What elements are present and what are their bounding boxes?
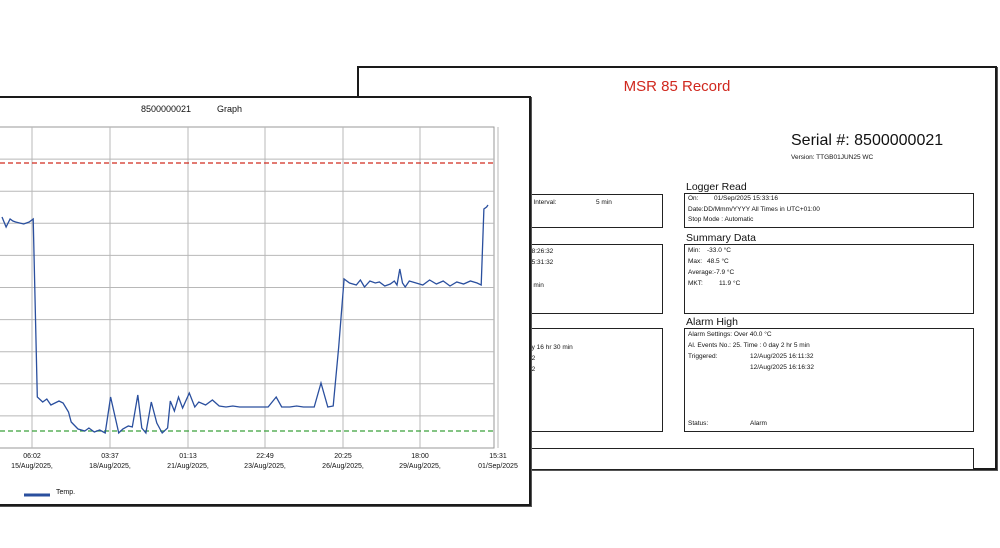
x-tick-date-label: 01/Sep/2025: [478, 463, 518, 470]
temp-series-line: [1, 204, 489, 435]
x-tick-date-label: 26/Aug/2025,: [322, 463, 364, 470]
alarm-settings-line: Alarm Settings: Over 40.0 °C: [688, 331, 772, 338]
graph-sheet: 8500000021 Graph 06:02 15/Aug/2025, 03:37 1…: [0, 96, 531, 506]
min-label: Min:: [688, 247, 701, 254]
average-line: Average:-7.9 °C: [688, 269, 735, 276]
left-summary-line: 15:31:32: [528, 259, 554, 266]
date-format-line: Date:DD/Mmm/YYYY All Times in UTC+01:00: [688, 206, 820, 213]
summary-data-box: Min: -33.0 °C Max: 48.5 °C Average:-7.9 …: [684, 244, 974, 314]
triggered-label: Triggered:: [688, 353, 718, 360]
status-value: Alarm: [750, 420, 767, 427]
mkt-label: MKT:: [688, 280, 703, 287]
legend-label: Temp.: [56, 489, 75, 496]
mkt-value: 11.9 °C: [719, 280, 741, 287]
left-alarm-line: 32: [528, 355, 536, 362]
x-tick-time-label: 01:13: [179, 453, 197, 460]
left-summary-line: 0 min: [528, 282, 544, 289]
status-label: Status:: [688, 420, 709, 427]
max-label: Max:: [688, 258, 703, 265]
x-tick-time-label: 20:25: [334, 453, 352, 460]
x-tick-time-label: 06:02: [23, 453, 41, 460]
version-text: Version: TTGB01JUN25 WC: [791, 154, 874, 161]
triggered-time-2: 12/Aug/2025 16:16:32: [750, 364, 814, 371]
serial-number: Serial #: 8500000021: [791, 132, 943, 150]
triggered-time-1: 12/Aug/2025 16:11:32: [750, 353, 814, 360]
logger-read-box: On: 01/Sep/2025 15:33:16 Date:DD/Mmm/YYY…: [684, 193, 974, 228]
x-tick-time-label: 18:00: [411, 453, 429, 460]
left-summary-line: 08:26:32: [528, 248, 554, 255]
serial-label: Serial #:: [791, 132, 850, 149]
x-tick-date-label: 18/Aug/2025,: [89, 463, 131, 470]
max-value: 48.5 °C: [707, 258, 729, 265]
x-tick-date-label: 23/Aug/2025,: [244, 463, 286, 470]
temperature-chart: 06:02 15/Aug/2025, 03:37 18/Aug/2025, 01:13 2…: [0, 126, 518, 497]
min-value: -33.0 °C: [707, 247, 731, 254]
x-tick-time-label: 03:37: [101, 453, 119, 460]
graph-title-word: Graph: [217, 104, 243, 114]
x-tick-time-label: 15:31: [489, 453, 507, 460]
left-alarm-line: 32: [528, 366, 536, 373]
interval-value: 5 min: [596, 199, 612, 206]
alarm-high-box: Alarm Settings: Over 40.0 °C Al. Events …: [684, 328, 974, 432]
config-box: n Interval: 5 min: [509, 194, 663, 228]
alarm-high-title: Alarm High: [686, 316, 738, 328]
on-label: On:: [688, 195, 699, 202]
alarm-events-line: Al. Events No.: 25. Time : 0 day 2 hr 5 …: [688, 342, 810, 349]
x-tick-date-label: 29/Aug/2025,: [399, 463, 441, 470]
bottom-box: [509, 448, 974, 470]
left-summary-box: 08:26:32 15:31:32 0 min: [509, 244, 663, 314]
logger-read-title: Logger Read: [686, 181, 747, 193]
on-value: 01/Sep/2025 15:33:16: [714, 195, 778, 202]
left-alarm-line: ay 16 hr 30 min: [528, 344, 573, 351]
left-alarm-box: ay 16 hr 30 min 32 32: [509, 328, 663, 432]
x-tick-date-label: 15/Aug/2025,: [11, 463, 53, 470]
stop-mode-line: Stop Mode : Automatic: [688, 216, 754, 223]
serial-value: 8500000021: [854, 132, 944, 149]
x-tick-date-label: 21/Aug/2025,: [167, 463, 209, 470]
summary-data-title: Summary Data: [686, 232, 757, 244]
x-tick-time-label: 22:49: [256, 453, 274, 460]
graph-title-serial: 8500000021: [141, 104, 192, 114]
interval-label: n Interval:: [528, 199, 557, 206]
report-title: MSR 85 Record: [623, 78, 731, 95]
